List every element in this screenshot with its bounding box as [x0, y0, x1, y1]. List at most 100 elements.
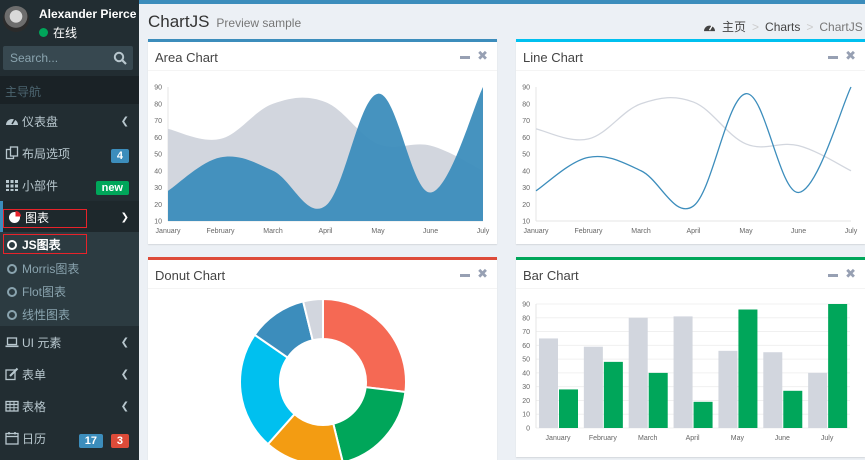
submenu-item-inline[interactable]: 线性图表	[7, 306, 70, 323]
sidebar-item-calendar[interactable]: 日历 17 3	[0, 422, 139, 454]
x-tick-label: April	[318, 228, 332, 235]
box-header-divider	[516, 288, 865, 289]
box-header-divider	[148, 70, 497, 71]
y-tick-label: 10	[522, 412, 530, 419]
x-tick-label: May	[739, 228, 753, 235]
donut-chart-title: Donut Chart	[155, 268, 226, 283]
y-tick-label: 40	[522, 370, 530, 377]
avatar[interactable]	[3, 6, 29, 32]
close-icon[interactable]: ✖	[477, 48, 488, 63]
y-tick-label: 30	[522, 185, 530, 192]
x-tick-label: January	[524, 228, 549, 235]
chevron-left-icon: ❮	[120, 337, 129, 348]
close-icon[interactable]: ✖	[845, 48, 856, 63]
dashboard-icon	[6, 118, 18, 125]
breadcrumb-home[interactable]: 主页	[722, 20, 747, 34]
nav-header: 主导航	[0, 76, 139, 104]
submenu-item-flot[interactable]: Flot图表	[7, 283, 66, 300]
y-tick-label: 80	[522, 101, 530, 108]
bar-digital-goods	[828, 304, 848, 428]
bar-electronics	[673, 316, 693, 428]
y-tick-label: 10	[522, 219, 530, 226]
box-header-divider	[148, 288, 497, 289]
minus-icon[interactable]	[828, 274, 839, 277]
minus-icon[interactable]	[828, 56, 839, 59]
sidebar-item-ui[interactable]: UI 元素 ❮	[0, 326, 139, 358]
laptop-icon	[5, 337, 19, 348]
sidebar-item-widgets[interactable]: 小部件 new	[0, 169, 139, 201]
breadcrumb-current: ChartJS	[819, 19, 863, 34]
box-header-divider	[516, 70, 865, 71]
charts-submenu: JS图表 Morris图表 Flot图表 线性图表	[0, 232, 139, 326]
x-tick-label: April	[686, 435, 700, 442]
bar-digital-goods	[603, 361, 623, 428]
chevron-left-icon: ❮	[120, 116, 129, 127]
breadcrumb-charts[interactable]: Charts	[765, 19, 801, 34]
x-tick-label: February	[589, 435, 618, 442]
series-line-electronics	[535, 97, 852, 172]
submenu-item-morris[interactable]: Morris图表	[7, 260, 79, 277]
x-tick-label: May	[731, 435, 745, 442]
x-tick-label: April	[686, 228, 700, 235]
submenu-item-label: 线性图表	[22, 308, 71, 322]
minus-icon[interactable]	[460, 56, 471, 59]
y-tick-label: 40	[154, 168, 162, 175]
pie-chart-icon	[9, 211, 21, 223]
y-tick-label: 30	[522, 384, 530, 391]
y-tick-label: 90	[154, 85, 162, 92]
bar-chart-box: Bar Chart ✖ 0 10 20 30 40 50 60 70 80 90 January Fe…	[516, 257, 865, 457]
user-panel: Alexander Pierce 在线	[0, 0, 139, 44]
submenu-item-label: Flot图表	[22, 285, 67, 299]
bar-digital-goods	[693, 401, 713, 428]
submenu-item-jschart[interactable]: JS图表	[7, 236, 61, 253]
dashboard-icon	[704, 25, 715, 32]
grid-icon	[6, 180, 18, 191]
donut-slice	[301, 297, 324, 342]
page-title: ChartJS	[148, 12, 210, 31]
y-tick-label: 30	[154, 185, 162, 192]
bar-digital-goods	[648, 372, 668, 428]
bar-electronics	[808, 372, 828, 428]
sidebar-item-label: 图表	[25, 210, 50, 225]
y-tick-label: 60	[522, 135, 530, 142]
x-tick-label: February	[206, 228, 235, 235]
x-tick-label: June	[423, 228, 438, 235]
bar-chart-title: Bar Chart	[523, 268, 579, 283]
chevron-down-icon: ❯	[120, 212, 129, 223]
close-icon[interactable]: ✖	[845, 266, 856, 281]
top-navbar	[139, 0, 865, 4]
sidebar-item-label: UI 元素	[22, 335, 62, 350]
chevron-left-icon: ❮	[120, 369, 129, 380]
search-input[interactable]	[3, 51, 103, 65]
user-name[interactable]: Alexander Pierce	[39, 7, 137, 21]
sidebar: Alexander Pierce 在线 主导航 仪表盘 ❮ 布局选项 4	[0, 0, 139, 460]
minus-icon[interactable]	[460, 274, 471, 277]
sidebar-item-label: 小部件	[22, 178, 59, 193]
bar-digital-goods	[559, 389, 578, 428]
highlight-charts	[3, 209, 87, 228]
donut-slice	[322, 297, 407, 394]
sidebar-item-tables[interactable]: 表格 ❮	[0, 390, 139, 422]
x-tick-label: July	[845, 228, 858, 235]
x-tick-label: March	[631, 228, 651, 235]
close-icon[interactable]: ✖	[477, 266, 488, 281]
sidebar-item-forms[interactable]: 表单 ❮	[0, 358, 139, 390]
chevron-left-icon: ❮	[120, 401, 129, 412]
donut-slice	[332, 386, 407, 460]
x-tick-label: March	[263, 228, 283, 235]
y-tick-label: 50	[522, 357, 530, 364]
submenu-item-label: JS图表	[22, 238, 61, 252]
x-tick-label: January	[156, 228, 181, 235]
series-area-digital-goods	[168, 87, 483, 221]
breadcrumb: 主页 > Charts > ChartJS	[703, 18, 863, 35]
y-tick-label: 80	[522, 315, 530, 322]
sidebar-item-layout[interactable]: 布局选项 4	[0, 137, 139, 169]
sidebar-item-dashboard[interactable]: 仪表盘 ❮	[0, 105, 139, 137]
x-tick-label: June	[791, 228, 806, 235]
circle-icon	[7, 286, 17, 297]
area-chart: 10 20 30 40 50 60 70 80 90 January February March Ap…	[154, 85, 490, 236]
box-tools: ✖	[460, 48, 488, 63]
search-icon[interactable]	[113, 51, 127, 65]
bar-digital-goods	[783, 390, 803, 428]
bar-electronics	[628, 317, 648, 428]
